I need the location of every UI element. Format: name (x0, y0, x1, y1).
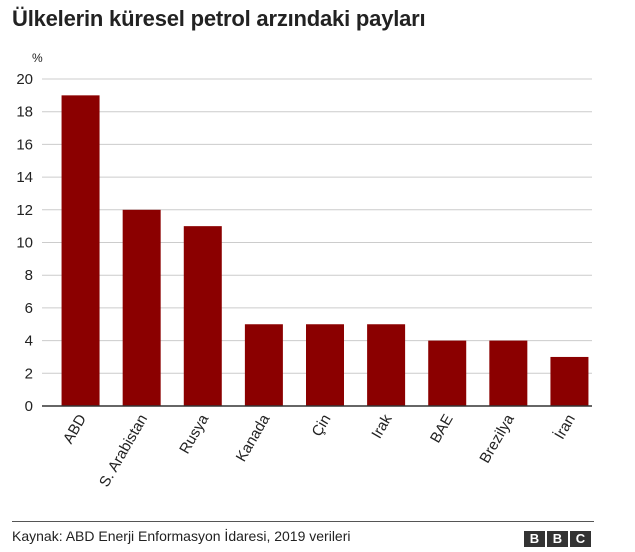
bar (244, 324, 283, 406)
bar (122, 209, 161, 406)
y-tick-label: 10 (16, 235, 33, 252)
y-tick-label: 2 (25, 365, 33, 382)
y-tick-label: 18 (16, 104, 33, 121)
y-tick-label: 12 (16, 202, 33, 219)
footer-divider (12, 521, 594, 522)
x-tick-label: BAE (427, 412, 457, 446)
y-tick-label: 6 (25, 300, 33, 317)
y-tick-label: 14 (16, 169, 33, 186)
x-tick-label: Brezilya (476, 411, 518, 466)
y-axis-unit-label: % (32, 51, 43, 65)
x-tick-label: ABD (60, 411, 90, 446)
y-tick-label: 4 (25, 333, 33, 350)
logo-letter: C (570, 531, 591, 547)
bar (183, 226, 222, 406)
bar (550, 356, 589, 406)
x-tick-label: İran (550, 411, 579, 442)
y-tick-label: 16 (16, 136, 33, 153)
logo-letter: B (547, 531, 568, 547)
bar (61, 95, 100, 406)
bars (61, 95, 589, 406)
y-tick-label: 20 (16, 71, 33, 88)
x-tick-label: Çin (308, 412, 334, 440)
x-tick-label: Rusya (176, 411, 212, 457)
source-note: Kaynak: ABD Enerji Enformasyon İdaresi, … (12, 528, 351, 544)
bar (489, 340, 528, 406)
logo-letter: B (524, 531, 545, 547)
y-tick-label: 0 (25, 398, 33, 415)
y-axis-ticks: 0 2 4 6 8 10 12 14 16 18 20 (16, 71, 33, 415)
x-tick-label: Irak (368, 411, 395, 442)
bar (367, 324, 406, 406)
chart-title: Ülkelerin küresel petrol arzındaki payla… (12, 6, 426, 31)
x-tick-label: Kanada (233, 411, 274, 465)
x-axis-labels: ABD S. Arabistan Rusya Kanada Çin Irak BAE Brez… (60, 411, 579, 490)
bar (428, 340, 467, 406)
y-tick-label: 8 (25, 267, 33, 284)
bbc-logo: B B C (524, 531, 591, 547)
bar (306, 324, 344, 406)
x-tick-label: S. Arabistan (96, 412, 151, 491)
